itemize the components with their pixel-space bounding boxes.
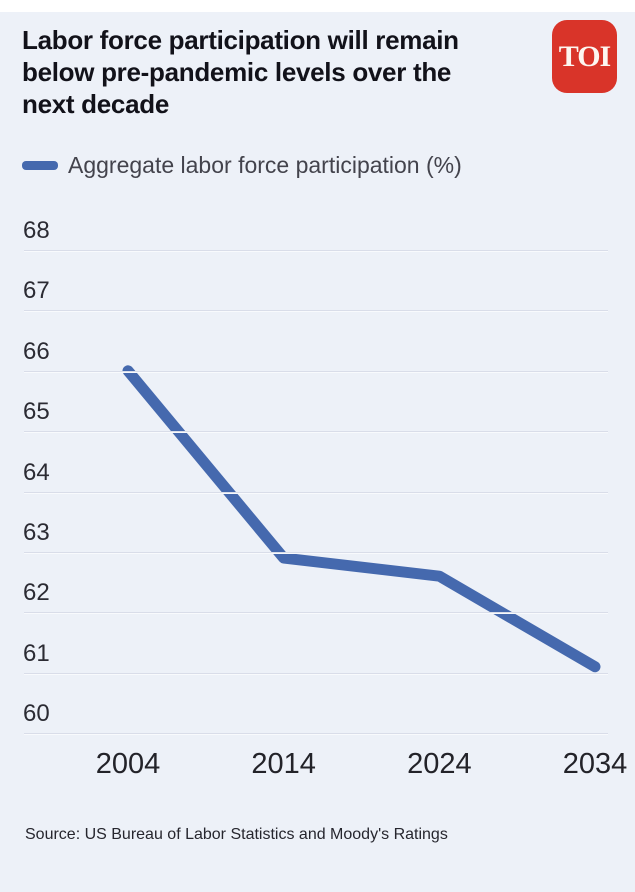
gridline — [24, 552, 608, 553]
page-title-line-3: next decade — [22, 89, 169, 119]
y-axis-label: 65 — [23, 398, 50, 426]
page-title-line-2: below pre-pandemic levels over the — [22, 57, 452, 87]
legend: Aggregate labor force participation (%) — [22, 152, 462, 179]
gridline — [24, 310, 608, 312]
x-axis-label: 2024 — [407, 748, 472, 780]
legend-line-swatch — [22, 161, 58, 170]
y-axis-label: 60 — [23, 700, 50, 728]
y-axis-label: 62 — [23, 579, 50, 607]
page-title: Labor force participation will remain be… — [22, 24, 459, 120]
toi-logo: TOI — [552, 20, 617, 93]
gridline — [24, 672, 608, 674]
gridline — [24, 612, 608, 614]
page-title-line-1: Labor force participation will remain — [22, 25, 459, 55]
source-note: Source: US Bureau of Labor Statistics an… — [25, 826, 448, 843]
y-axis-label: 61 — [23, 639, 50, 667]
legend-label: Aggregate labor force participation (%) — [68, 152, 462, 178]
x-axis-label: 2004 — [95, 748, 161, 780]
gridline — [24, 491, 608, 493]
y-axis-label: 63 — [23, 519, 50, 546]
gridline — [24, 250, 608, 251]
gridline — [24, 370, 608, 372]
toi-logo-text: TOI — [558, 39, 611, 73]
gridline — [24, 431, 608, 433]
top-strip — [0, 0, 635, 12]
y-axis-label: 64 — [23, 458, 50, 486]
x-axis-label: 2034 — [562, 748, 628, 780]
y-axis-label: 66 — [23, 337, 50, 365]
gridline — [24, 733, 608, 735]
y-axis-label: 68 — [23, 217, 50, 244]
y-axis-label: 67 — [23, 277, 50, 305]
trend-line — [122, 365, 601, 673]
x-axis-label: 2014 — [251, 748, 316, 780]
